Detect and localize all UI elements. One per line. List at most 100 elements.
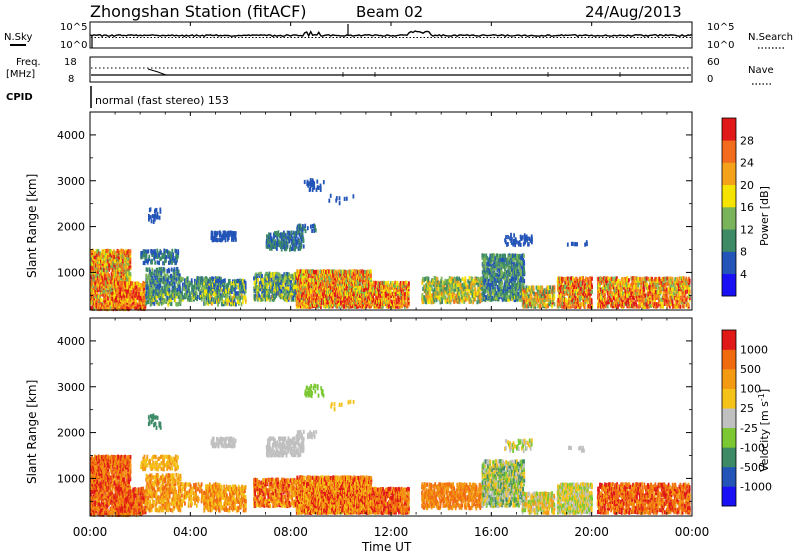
data-cell <box>456 293 459 298</box>
data-cell <box>484 272 487 277</box>
data-cell <box>311 269 313 274</box>
data-cell <box>123 263 125 268</box>
data-cell <box>374 298 377 303</box>
data-cell <box>422 299 425 304</box>
data-cell <box>507 253 510 258</box>
data-cell <box>452 278 455 283</box>
data-cell <box>257 297 259 302</box>
data-cell <box>504 286 506 291</box>
data-cell <box>465 287 468 292</box>
data-cell <box>458 291 461 296</box>
data-cell <box>464 289 467 294</box>
data-cell <box>392 283 394 288</box>
data-cell <box>331 302 334 307</box>
data-cell <box>144 282 147 288</box>
data-cell <box>482 283 485 288</box>
data-cell <box>107 253 110 258</box>
data-cell <box>109 252 112 257</box>
data-cell <box>317 282 319 287</box>
data-cell <box>490 266 493 271</box>
data-cell <box>286 282 288 288</box>
data-cell <box>152 286 155 291</box>
data-cell <box>96 263 98 268</box>
data-cell <box>355 289 358 294</box>
data-cell <box>175 279 178 284</box>
data-cell <box>339 273 341 279</box>
data-cell <box>92 248 94 253</box>
data-cell <box>393 299 396 304</box>
data-cell <box>498 266 501 271</box>
data-cell <box>276 286 278 292</box>
data-cell <box>164 287 167 292</box>
data-cell <box>537 304 540 309</box>
data-cell <box>369 300 372 305</box>
data-cell <box>519 253 521 258</box>
data-cell <box>506 281 508 286</box>
data-cell <box>128 253 130 258</box>
data-cell <box>170 273 173 279</box>
data-cell <box>166 296 169 301</box>
data-cell <box>383 280 385 285</box>
data-cell <box>237 285 240 290</box>
data-cell <box>267 282 270 287</box>
data-cell <box>108 304 110 310</box>
data-cell <box>177 294 180 300</box>
data-cell <box>380 283 383 288</box>
data-cell <box>217 298 220 303</box>
data-cell <box>553 285 556 290</box>
data-cell <box>518 264 521 269</box>
data-cell <box>233 296 236 301</box>
data-cell <box>489 297 492 302</box>
data-cell <box>294 297 297 302</box>
data-cell <box>95 273 98 278</box>
data-cell <box>330 280 333 285</box>
data-cell <box>109 276 112 281</box>
data-cell <box>346 294 348 299</box>
data-cell <box>92 269 94 274</box>
data-cell <box>393 287 396 293</box>
data-cell <box>115 281 117 286</box>
data-cell <box>430 295 433 300</box>
data-cell <box>376 295 379 300</box>
data-cell <box>152 277 155 282</box>
data-cell <box>400 304 402 309</box>
data-cell <box>128 278 130 283</box>
data-cell <box>482 261 485 266</box>
data-cell <box>291 273 293 278</box>
data-cell <box>366 279 368 284</box>
data-cell <box>295 304 298 309</box>
nsearch-tick-top: 10^5 <box>707 22 734 33</box>
data-cell <box>305 269 308 275</box>
data-cell <box>481 253 484 258</box>
data-cell <box>294 271 297 276</box>
data-cell <box>284 289 287 294</box>
data-cell <box>183 283 186 288</box>
data-cell <box>105 306 107 311</box>
data-cell <box>211 278 214 284</box>
data-cell <box>316 286 318 291</box>
data-cell <box>505 297 508 302</box>
data-cell <box>312 269 315 275</box>
data-cell <box>98 255 101 260</box>
data-cell <box>335 297 338 302</box>
data-cell <box>522 293 525 298</box>
data-cell <box>194 278 196 283</box>
data-cell <box>450 298 452 303</box>
data-cell <box>186 288 189 293</box>
data-cell <box>197 283 199 288</box>
data-cell <box>129 291 132 296</box>
data-cell <box>141 294 144 299</box>
data-cell <box>166 281 169 286</box>
data-cell <box>219 280 222 285</box>
data-cell <box>296 274 299 279</box>
data-cell <box>329 295 332 300</box>
data-cell <box>241 278 243 284</box>
data-cell <box>489 260 492 265</box>
data-cell <box>224 287 227 292</box>
data-cell <box>204 301 206 306</box>
data-cell <box>551 298 553 303</box>
data-cell <box>519 280 521 286</box>
data-cell <box>470 299 473 304</box>
data-cell <box>226 300 229 305</box>
data-cell <box>216 285 219 290</box>
